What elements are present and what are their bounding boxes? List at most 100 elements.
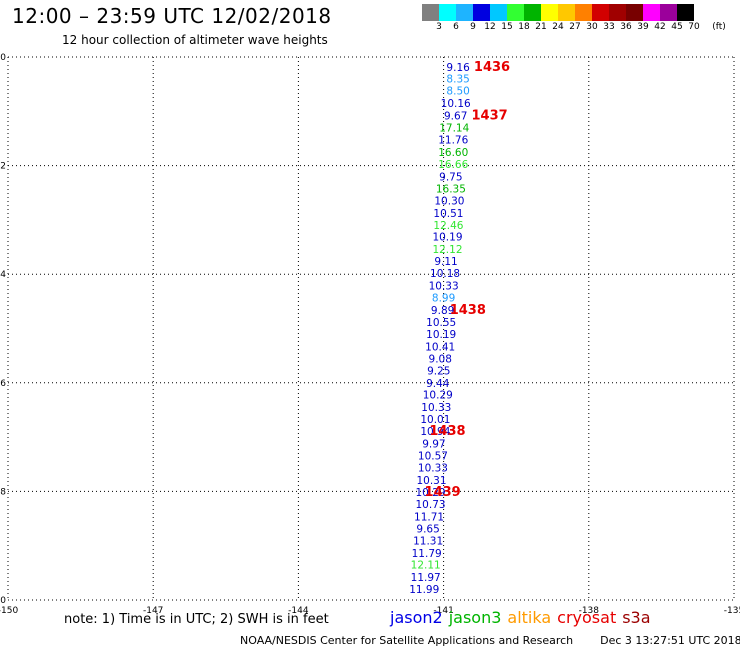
color-swatch (456, 4, 473, 21)
swh-point: 10.41 (425, 341, 455, 353)
y-tick-label: -44 (0, 270, 6, 280)
swh-point: 10.19 (432, 232, 462, 244)
swh-point: 9.11 (434, 256, 457, 268)
time-annotation: 1439 (425, 485, 461, 500)
chart-title: 12:00 – 23:59 UTC 12/02/2018 (12, 4, 332, 28)
x-tick-label: -138 (579, 606, 600, 616)
footer: NOAA/NESDIS Center for Satellite Applica… (240, 634, 740, 647)
swh-point: 10.33 (421, 402, 451, 414)
swh-point: 8.35 (446, 74, 469, 86)
swh-point: 9.65 (416, 523, 439, 535)
swh-point: 10.57 (418, 451, 448, 463)
color-swatch (541, 4, 558, 21)
color-scale-tick: 15 (501, 22, 513, 32)
time-annotation: 1436 (474, 60, 510, 75)
swh-point: 16.35 (436, 183, 466, 195)
color-scale-tick: 24 (552, 22, 564, 32)
color-scale-tick: 33 (603, 22, 615, 32)
swh-point: 9.89 (431, 305, 454, 317)
y-tick-label: -48 (0, 487, 6, 497)
color-swatch (439, 4, 456, 21)
swh-point: 11.79 (412, 548, 442, 560)
swh-point: 9.44 (426, 378, 450, 390)
swh-point: 10.29 (416, 487, 446, 499)
footer-credit: NOAA/NESDIS Center for Satellite Applica… (240, 634, 574, 647)
color-swatch (660, 4, 677, 21)
swh-point: 10.16 (441, 98, 471, 110)
color-swatch (422, 4, 439, 21)
color-scale-tick: 9 (470, 22, 476, 32)
swh-point: 8.50 (446, 86, 469, 98)
swh-point: 9.08 (429, 353, 452, 365)
color-scale-tick: 30 (586, 22, 598, 32)
swh-point: 12.46 (433, 220, 463, 232)
swh-point: 16.60 (438, 147, 468, 159)
swh-point: 10.51 (433, 208, 463, 220)
y-tick-label: -46 (0, 379, 6, 389)
color-swatch (473, 4, 490, 21)
x-tick-label: -141 (433, 606, 453, 616)
x-tick-label: -150 (0, 606, 18, 616)
color-scale-tick: 3 (436, 22, 442, 32)
satellite-cryosat: cryosat (557, 608, 617, 627)
satellite-legend: jason2 jason3 altika cryosat s3a (390, 608, 657, 627)
color-swatch (609, 4, 626, 21)
swh-point: 9.97 (422, 439, 445, 451)
color-scale-tick: 27 (569, 22, 581, 32)
note-text: note: 1) Time is in UTC; 2) SWH is in fe… (64, 612, 329, 627)
color-swatch (626, 4, 643, 21)
swh-point: 16.66 (438, 159, 468, 171)
color-scale-tick: 12 (484, 22, 496, 32)
swh-point: 10.31 (416, 475, 446, 487)
color-scale-unit: (ft) (712, 22, 726, 32)
color-swatch (524, 4, 541, 21)
satellite-altika: altika (507, 608, 552, 627)
color-scale-tick: 21 (535, 22, 547, 32)
y-tick-label: -40 (0, 53, 6, 63)
swh-point: 10.19 (426, 329, 456, 341)
satellite-jason3: jason3 (448, 608, 502, 627)
swh-point: 9.67 (444, 111, 467, 123)
color-swatch (575, 4, 592, 21)
swh-point: 10.33 (429, 281, 459, 293)
color-scale-tick: 18 (518, 22, 530, 32)
swh-point: 10.55 (426, 317, 456, 329)
swh-point: 9.75 (439, 171, 462, 183)
x-tick-label: -147 (143, 606, 163, 616)
swh-point: 10.73 (416, 499, 446, 511)
swh-point: 10.33 (418, 463, 448, 475)
swh-point: 8.99 (432, 293, 455, 305)
swh-point: 9.25 (427, 365, 450, 377)
color-scale-legend (422, 4, 694, 21)
swh-point: 12.12 (432, 244, 462, 256)
y-tick-label: -42 (0, 162, 6, 172)
color-scale-tick: 70 (688, 22, 700, 32)
color-swatch (490, 4, 507, 21)
footer-timestamp: Dec 3 13:27:51 UTC 2018 (600, 634, 740, 647)
swh-point: 10.29 (423, 390, 453, 402)
time-annotation: 1437 (471, 109, 507, 124)
swh-point: 10.94 (420, 426, 450, 438)
color-swatch (558, 4, 575, 21)
swh-point: 11.76 (438, 135, 468, 147)
color-swatch (643, 4, 660, 21)
swh-point: 11.97 (411, 572, 441, 584)
color-scale-labels: 3 6 9 12 15 18 21 24 27 30 33 36 39 42 45 70 (ft) (422, 22, 740, 34)
satellite-jason2: jason2 (390, 608, 443, 627)
color-scale-tick: 45 (671, 22, 683, 32)
color-scale-tick: 42 (654, 22, 666, 32)
x-tick-label: -144 (288, 606, 309, 616)
color-scale-tick: 36 (620, 22, 632, 32)
swh-point: 11.99 (409, 584, 439, 596)
swh-point: 17.14 (439, 123, 469, 135)
y-tick-label: -50 (0, 596, 6, 606)
swh-point: 10.01 (420, 414, 450, 426)
color-swatch (592, 4, 609, 21)
color-swatch (507, 4, 524, 21)
time-annotation: 1438 (429, 424, 465, 439)
x-tick-label: -135 (724, 606, 740, 616)
swh-point: 11.31 (413, 535, 443, 547)
swh-point: 12.11 (411, 560, 441, 572)
swh-point: 11.71 (414, 511, 444, 523)
